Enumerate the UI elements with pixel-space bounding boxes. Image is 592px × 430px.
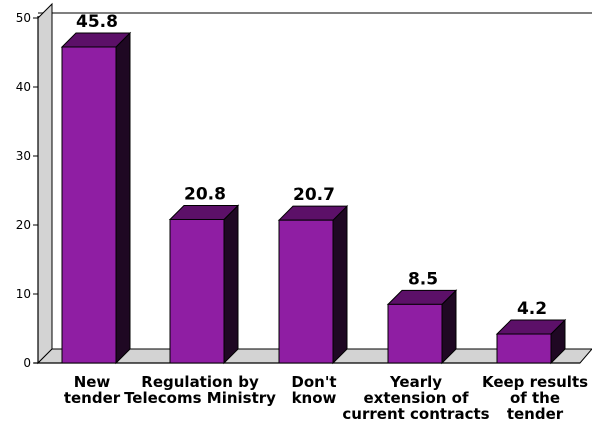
- x-category-label: Yearly extension of current contracts: [342, 373, 489, 423]
- y-tick-label: 30: [16, 149, 31, 163]
- y-axis-ticks: 0 10 20 30 40 50: [16, 11, 38, 370]
- bar-series: [60, 31, 567, 365]
- bar-side: [115, 31, 131, 365]
- y-tick-label: 40: [16, 80, 31, 94]
- bar-side: [332, 204, 348, 365]
- bar-side: [223, 204, 239, 365]
- y-tick-label: 20: [16, 218, 31, 232]
- x-category-label: Don't know: [291, 373, 336, 407]
- bar: [168, 204, 240, 365]
- bar-front: [387, 303, 443, 364]
- bar: [386, 289, 458, 365]
- bar: [60, 31, 132, 365]
- x-category-label: Keep results of the tender: [482, 373, 588, 423]
- y-tick-label: 50: [16, 11, 31, 25]
- data-label: 45.8: [76, 12, 118, 32]
- data-label: 4.2: [517, 299, 547, 319]
- bar: [277, 204, 349, 365]
- bar-front: [496, 333, 552, 364]
- x-category-label: Regulation by Telecoms Ministry: [124, 373, 276, 407]
- bar: [495, 318, 567, 365]
- y-tick-label: 10: [16, 287, 31, 301]
- bar-front: [61, 46, 117, 364]
- x-category-label: New tender: [64, 373, 121, 407]
- data-label: 20.7: [293, 185, 335, 205]
- bar-front: [169, 218, 225, 364]
- data-label: 20.8: [184, 184, 226, 204]
- data-label: 8.5: [408, 269, 438, 289]
- back-wall: [37, 2, 53, 365]
- y-tick-label: 0: [23, 356, 31, 370]
- bar-front: [278, 219, 334, 364]
- data-labels: 45.8 20.8 20.7 8.5 4.2: [76, 12, 547, 319]
